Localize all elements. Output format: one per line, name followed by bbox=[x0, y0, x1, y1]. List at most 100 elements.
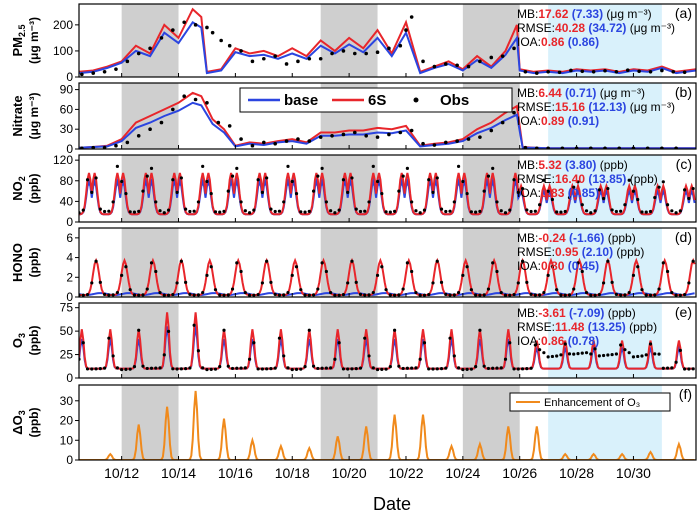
metric-line: IOA:0.83 (0.85) bbox=[517, 186, 599, 200]
obs-point bbox=[640, 288, 644, 292]
obs-point bbox=[307, 293, 311, 297]
obs-point bbox=[269, 207, 273, 211]
obs-point bbox=[286, 290, 290, 295]
shade-gray bbox=[320, 4, 378, 77]
obs-point bbox=[196, 293, 201, 297]
y-axis-title-sub: 3 bbox=[17, 410, 27, 415]
metric-value-6s: -0.24 bbox=[538, 231, 569, 245]
obs-point bbox=[625, 68, 630, 73]
obs-point bbox=[482, 364, 486, 368]
obs-point bbox=[290, 273, 294, 277]
obs-point bbox=[640, 210, 644, 214]
obs-point bbox=[591, 69, 596, 74]
obs-point bbox=[538, 293, 542, 297]
obs-point bbox=[124, 367, 128, 371]
obs-point bbox=[205, 179, 209, 184]
obs-point bbox=[432, 143, 437, 147]
obs-point bbox=[209, 367, 213, 371]
obs-point bbox=[182, 20, 187, 25]
obs-point bbox=[465, 367, 469, 371]
obs-point bbox=[529, 366, 533, 370]
obs-point bbox=[294, 265, 299, 269]
y-axis-title-main: PM bbox=[10, 37, 25, 57]
obs-point bbox=[637, 69, 641, 74]
panel-tag: (e) bbox=[675, 304, 692, 320]
y-tick-label: 30 bbox=[60, 394, 74, 408]
obs-point bbox=[91, 145, 96, 149]
obs-point bbox=[401, 366, 405, 371]
obs-point bbox=[546, 69, 550, 74]
obs-point bbox=[90, 367, 94, 371]
metric-unit: (μg m⁻³) bbox=[603, 7, 652, 21]
obs-point bbox=[346, 281, 350, 285]
obs-point bbox=[520, 186, 525, 191]
obs-point bbox=[115, 290, 119, 295]
obs-point bbox=[182, 94, 187, 98]
obs-point bbox=[175, 367, 179, 371]
obs-point bbox=[661, 180, 665, 184]
obs-point bbox=[333, 211, 337, 215]
obs-point bbox=[665, 203, 670, 207]
obs-point bbox=[546, 146, 550, 149]
metric-value-base: (0.71) bbox=[565, 86, 596, 100]
panel-frame bbox=[78, 82, 697, 150]
legend-label-6s: 6S bbox=[368, 92, 386, 109]
obs-point bbox=[375, 135, 380, 139]
obs-point bbox=[435, 367, 439, 371]
obs-point bbox=[320, 366, 324, 370]
obs-point bbox=[580, 351, 584, 355]
obs-point bbox=[188, 209, 192, 214]
obs-point bbox=[533, 293, 537, 297]
obs-point bbox=[398, 130, 403, 135]
obs-point bbox=[358, 366, 363, 370]
panel-frame bbox=[78, 384, 697, 461]
plot-area bbox=[79, 390, 695, 460]
obs-point bbox=[589, 293, 593, 297]
metric-value-6s: 11.48 bbox=[555, 320, 588, 334]
obs-point bbox=[657, 352, 661, 356]
obs-point bbox=[124, 191, 128, 196]
obs-point bbox=[559, 353, 563, 357]
metric-value-6s: 0.86 bbox=[541, 334, 568, 348]
obs-point bbox=[546, 189, 550, 193]
obs-point bbox=[674, 146, 678, 149]
obs-point bbox=[192, 323, 196, 327]
legend-swatch-obs bbox=[413, 97, 419, 103]
obs-point bbox=[226, 293, 230, 297]
obs-point bbox=[179, 367, 183, 371]
obs-point bbox=[422, 293, 427, 297]
obs-point bbox=[341, 367, 346, 371]
obs-point bbox=[171, 107, 175, 112]
obs-point bbox=[443, 62, 448, 66]
panel-frame bbox=[78, 154, 697, 223]
obs-point bbox=[670, 290, 674, 295]
panel-delta-o3: 0 10 20 30 ΔO3 (ppb) (f) Enhancement of O₃ bbox=[10, 384, 697, 467]
obs-point bbox=[474, 210, 478, 214]
metric-line: MB:17.62 (7.33) (μg m⁻³) bbox=[517, 7, 652, 21]
y-axis-title: O3 bbox=[10, 333, 27, 348]
obs-point bbox=[529, 209, 533, 214]
obs-point bbox=[149, 166, 154, 170]
obs-point bbox=[491, 261, 495, 265]
obs-point bbox=[525, 367, 529, 371]
obs-point bbox=[209, 191, 213, 196]
obs-point bbox=[631, 273, 636, 277]
obs-point bbox=[678, 293, 682, 297]
obs-point bbox=[239, 200, 243, 204]
obs-point bbox=[380, 367, 384, 371]
x-tick-label: 10/16 bbox=[218, 465, 253, 481]
obs-point bbox=[614, 209, 618, 214]
obs-point bbox=[136, 51, 141, 56]
obs-point bbox=[333, 357, 337, 361]
obs-point bbox=[569, 68, 573, 73]
obs-point bbox=[124, 265, 128, 269]
obs-point bbox=[534, 71, 539, 75]
obs-point bbox=[500, 54, 505, 58]
metric-line: IOA:0.89 (0.91) bbox=[517, 114, 599, 128]
y-axis-unit: (ppb) bbox=[27, 326, 41, 356]
obs-point bbox=[529, 292, 533, 296]
panel-tag: (a) bbox=[675, 5, 692, 21]
obs-point bbox=[601, 196, 606, 201]
obs-point bbox=[597, 354, 601, 358]
